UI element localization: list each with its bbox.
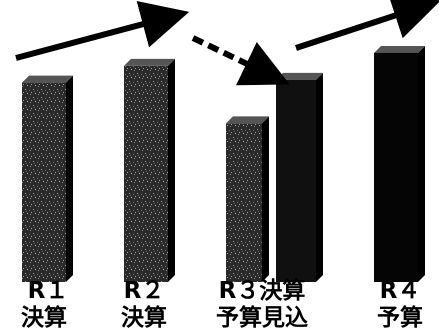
bar-4 [276,72,323,283]
bar-4-front [276,79,316,283]
bar-3 [226,116,269,283]
bar-2 [124,58,175,282]
bar-5-top [374,45,425,53]
arrows-layer [15,0,439,86]
tick-label-r4-line2: 予算 [377,304,423,329]
tick-label-r3-line1: R３決算 [219,277,306,304]
trend-arrow-1 [15,0,190,61]
bar-1-front [22,82,66,282]
bar-4-top [276,72,323,80]
bar-2-side [168,58,175,282]
bar-2-top [124,58,175,66]
x-axis-labels: R１ 決算 R２ 決算 R３決算 予算見込 R４ 予算 [21,277,423,329]
bar-1-top [22,75,73,83]
bar-3-front [226,123,262,283]
bar-3-top [226,116,269,124]
trend-arrow-3 [295,0,439,51]
tick-label-r1-line1: R１ [28,278,69,304]
bar-1-side [66,75,73,282]
tick-label-r3-line2: 予算見込 [216,304,308,329]
tick-label-r1-line2: 決算 [21,304,67,329]
tick-label-r4-line1: R４ [380,278,421,304]
bar-5 [374,45,425,283]
bar-1 [22,75,73,282]
bar-5-side [418,45,425,283]
bars-layer [22,45,425,283]
bar-3-side [262,116,269,283]
bar-2-front [124,65,168,282]
trend-arrow-2 [191,35,290,86]
tick-label-r2-line2: 決算 [121,304,167,329]
bar-5-front [374,52,418,283]
bar-4-side [316,72,323,283]
tick-label-r2-line1: R２ [124,278,165,304]
